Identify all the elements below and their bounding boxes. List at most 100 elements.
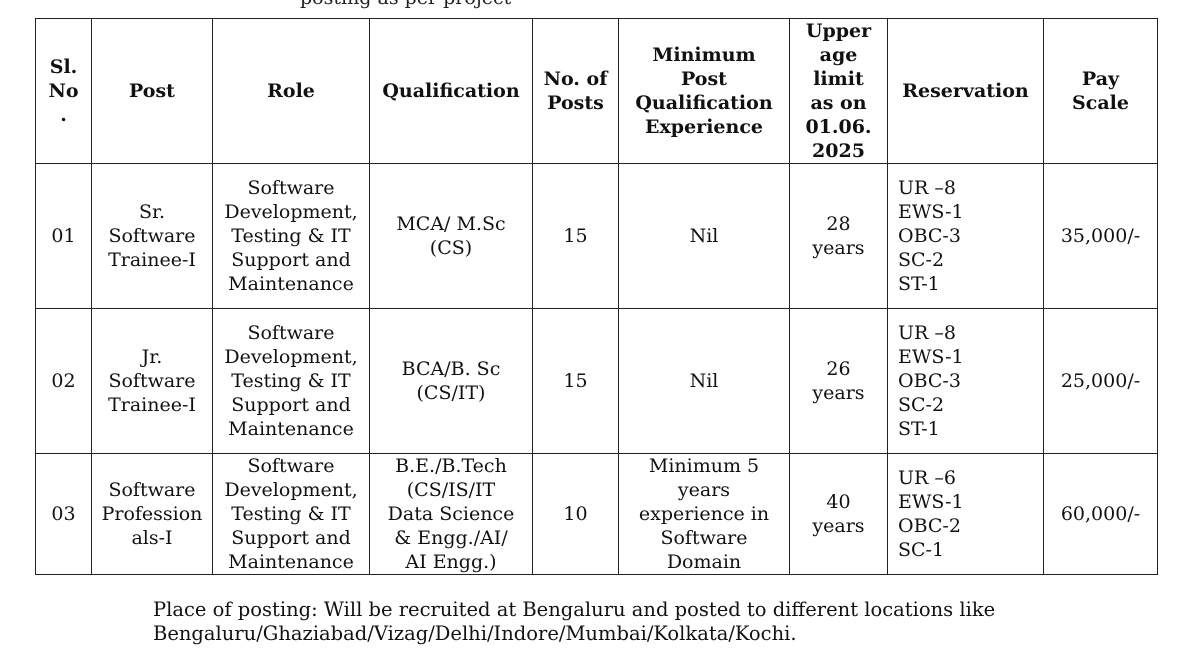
text-line: Minimum <box>652 44 756 66</box>
footer-line-2: Bengaluru/Ghaziabad/Vizag/Delhi/Indore/M… <box>153 622 797 645</box>
table-row: 03 Software Profession als-I Software Devel… <box>35 453 1158 575</box>
text-line: B.E./B.Tech <box>395 455 507 477</box>
text-line: Role <box>267 80 315 102</box>
text-line: Software <box>247 177 335 199</box>
cell-sl-no: 02 <box>35 308 92 454</box>
cell-role: Software Development, Testing & IT Support … <box>212 453 370 575</box>
text-line: Testing & IT <box>231 225 351 247</box>
text-line: Maintenance <box>228 551 354 573</box>
cell-role: Software Development, Testing & IT Support … <box>212 308 370 454</box>
text-line: limit <box>813 68 864 90</box>
top-text-fragment: posting as per project <box>300 0 511 9</box>
text-line: Software <box>108 225 196 247</box>
text-line: OBC-3 <box>898 370 961 392</box>
footer-line-1: Place of posting: Will be recruited at B… <box>153 598 996 621</box>
text-line: Upper <box>805 20 872 42</box>
header-no-of-posts: No. of Posts <box>532 18 619 164</box>
cell-posts: 10 <box>532 453 619 575</box>
header-min-experience: Minimum Post Qualification Experience <box>618 18 790 164</box>
text-line: Trainee-I <box>108 249 196 271</box>
cell-post: Software Profession als-I <box>91 453 213 575</box>
cell-role: Software Development, Testing & IT Support … <box>212 163 370 309</box>
text-line: experience in <box>638 503 770 525</box>
text-line: 26 <box>826 358 851 380</box>
cell-pay: 60,000/- <box>1043 453 1158 575</box>
text-line: Software <box>247 322 335 344</box>
text-line: SC-1 <box>898 539 945 561</box>
header-qualification: Qualification <box>369 18 533 164</box>
text-line: Development, <box>224 479 358 501</box>
text-line: Post <box>681 68 727 90</box>
text-line: Scale <box>1072 92 1129 114</box>
header-pay-scale: Pay Scale <box>1043 18 1158 164</box>
table-row: 02 Jr. Software Trainee-I Software Developm… <box>35 308 1158 454</box>
text-line: Development, <box>224 346 358 368</box>
text-line: & Engg./AI/ <box>394 527 508 549</box>
text-line: No <box>48 80 79 102</box>
text-line: Software <box>660 527 748 549</box>
cell-pay: 35,000/- <box>1043 163 1158 309</box>
text-line: 01.06. <box>805 116 872 138</box>
cell-sl-no: 03 <box>35 453 92 575</box>
cell-post: Sr. Software Trainee-I <box>91 163 213 309</box>
header-post: Post <box>91 18 213 164</box>
text-line: Pay <box>1081 68 1120 90</box>
text-line: Minimum 5 <box>648 455 760 477</box>
text-line: Testing & IT <box>231 370 351 392</box>
text-line: ST-1 <box>898 418 940 440</box>
text-line: Support and <box>231 394 351 416</box>
text-line: EWS-1 <box>898 346 964 368</box>
text-line: OBC-3 <box>898 225 961 247</box>
text-line: Development, <box>224 201 358 223</box>
text-line: . <box>60 104 67 126</box>
cell-experience: Minimum 5 years experience in Software Domai… <box>618 453 790 575</box>
text-line: 28 <box>826 213 851 235</box>
text-line: Support and <box>231 527 351 549</box>
text-line: Qualification <box>382 80 520 102</box>
text-line: Software <box>108 479 196 501</box>
text-line: Maintenance <box>228 273 354 295</box>
text-line: SC-2 <box>898 394 945 416</box>
text-line: BCA/B. Sc <box>401 358 501 380</box>
text-line: UR –8 <box>898 322 956 344</box>
text-line: SC-2 <box>898 249 945 271</box>
cell-reservation: UR –8 EWS-1 OBC-3 SC-2 ST-1 <box>887 163 1044 309</box>
text-line: Post <box>129 80 175 102</box>
recruitment-table: Sl. No. Post Role Qualification No. of Pos… <box>35 18 1158 575</box>
text-line: Sl. <box>49 56 78 78</box>
text-line: years <box>812 237 865 259</box>
text-line: ST-1 <box>898 273 940 295</box>
text-line: age <box>819 44 858 66</box>
text-line: Maintenance <box>228 418 354 440</box>
cell-posts: 15 <box>532 308 619 454</box>
header-role: Role <box>212 18 370 164</box>
cell-experience: Nil <box>618 163 790 309</box>
text-line: (CS/IT) <box>416 382 486 404</box>
text-line: Qualification <box>635 92 773 114</box>
text-line: Nil <box>689 225 719 247</box>
text-line: Testing & IT <box>231 503 351 525</box>
header-age-limit: Upper age limit as on 01.06. 2025 <box>789 18 888 164</box>
cell-post: Jr. Software Trainee-I <box>91 308 213 454</box>
text-line: 2025 <box>812 140 865 162</box>
cell-pay: 25,000/- <box>1043 308 1158 454</box>
text-line: No. of <box>543 68 608 90</box>
text-line: 40 <box>826 491 851 513</box>
cell-qualification: B.E./B.Tech (CS/IS/IT Data Science & Engg./… <box>369 453 533 575</box>
text-line: AI Engg.) <box>405 551 497 573</box>
text-line: Trainee-I <box>108 394 196 416</box>
text-line: years <box>812 382 865 404</box>
cell-posts: 15 <box>532 163 619 309</box>
text-line: Support and <box>231 249 351 271</box>
text-line: Sr. <box>138 201 166 223</box>
text-line: as on <box>810 92 867 114</box>
text-line: years <box>677 479 731 501</box>
text-line: Profession <box>101 503 203 525</box>
cell-age: 26 years <box>789 308 888 454</box>
place-of-posting-note: Place of posting: Will be recruited at B… <box>153 598 995 646</box>
text-line: EWS-1 <box>898 201 964 223</box>
cell-sl-no: 01 <box>35 163 92 309</box>
text-line: als-I <box>131 527 173 549</box>
table-header-row: Sl. No. Post Role Qualification No. of Pos… <box>35 18 1158 164</box>
text-line: Experience <box>645 116 763 138</box>
